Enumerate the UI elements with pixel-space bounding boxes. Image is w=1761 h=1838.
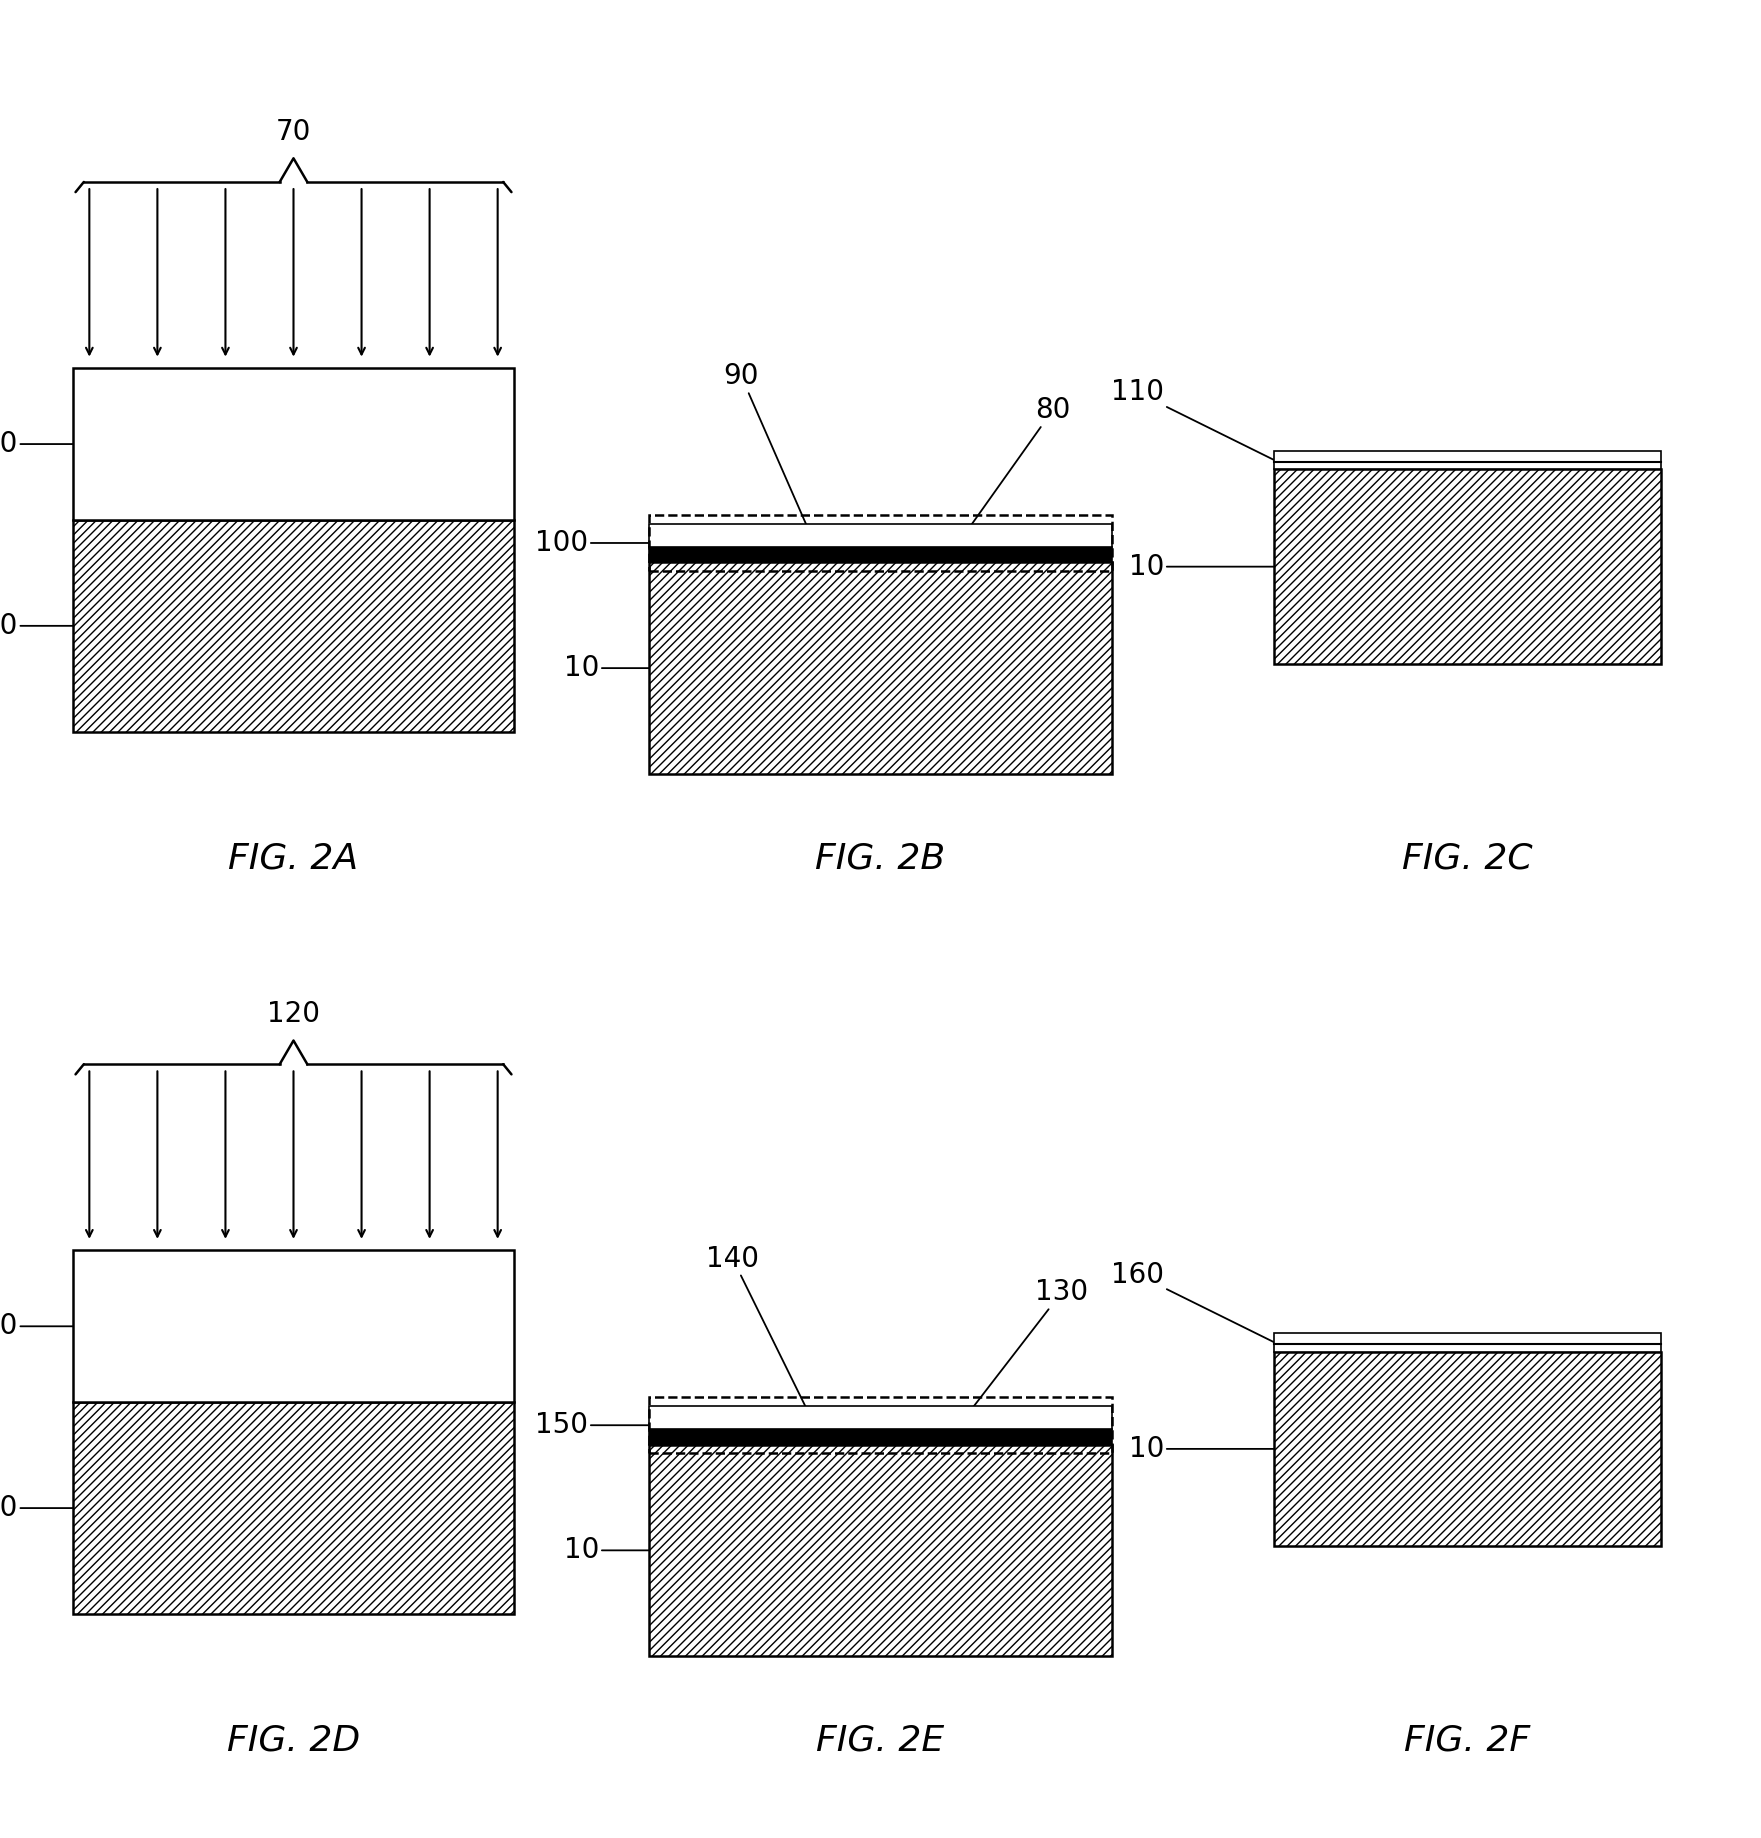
Bar bbox=[648, 1406, 1113, 1430]
Text: 10: 10 bbox=[564, 1537, 648, 1564]
Text: 70: 70 bbox=[276, 118, 312, 145]
Bar bbox=[648, 1430, 1113, 1445]
Text: 160: 160 bbox=[1111, 1261, 1275, 1342]
Text: 120: 120 bbox=[268, 1000, 321, 1027]
Bar bbox=[72, 520, 514, 732]
Text: FIG. 2D: FIG. 2D bbox=[227, 1724, 361, 1757]
Text: FIG. 2F: FIG. 2F bbox=[1405, 1724, 1530, 1757]
Bar bbox=[648, 1445, 1113, 1656]
Text: 150: 150 bbox=[535, 1412, 648, 1439]
Text: 10: 10 bbox=[0, 612, 72, 640]
Bar bbox=[648, 562, 1113, 774]
Text: FIG. 2B: FIG. 2B bbox=[815, 842, 946, 875]
Bar bbox=[648, 548, 1113, 562]
Bar bbox=[1275, 469, 1661, 664]
Text: 60: 60 bbox=[0, 1312, 72, 1340]
Bar bbox=[72, 1402, 514, 1614]
Bar bbox=[1275, 1351, 1661, 1546]
Text: 110: 110 bbox=[1111, 379, 1275, 460]
Text: FIG. 2C: FIG. 2C bbox=[1402, 842, 1532, 875]
Bar bbox=[1275, 450, 1661, 469]
Text: 100: 100 bbox=[535, 529, 648, 557]
Text: 80: 80 bbox=[949, 397, 1071, 555]
Bar bbox=[648, 524, 1113, 548]
Text: 90: 90 bbox=[724, 362, 812, 535]
Text: 10: 10 bbox=[1129, 553, 1275, 581]
Text: 10: 10 bbox=[0, 1494, 72, 1522]
Text: 140: 140 bbox=[706, 1244, 812, 1417]
Bar bbox=[648, 515, 1113, 572]
Bar bbox=[648, 1397, 1113, 1454]
Bar bbox=[1275, 1333, 1661, 1351]
Bar bbox=[72, 368, 514, 520]
Text: 10: 10 bbox=[1129, 1435, 1275, 1463]
Text: 130: 130 bbox=[949, 1279, 1088, 1437]
Text: 10: 10 bbox=[564, 654, 648, 682]
Text: FIG. 2E: FIG. 2E bbox=[817, 1724, 944, 1757]
Text: 60: 60 bbox=[0, 430, 72, 458]
Bar bbox=[72, 1250, 514, 1402]
Text: FIG. 2A: FIG. 2A bbox=[229, 842, 359, 875]
